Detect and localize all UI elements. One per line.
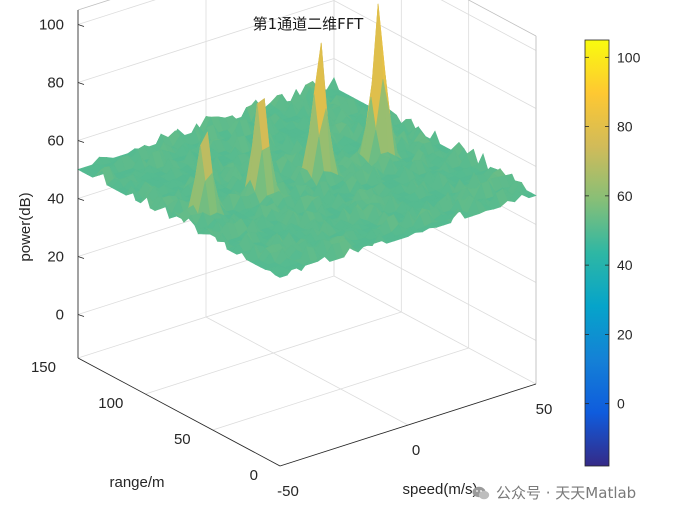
grid-line [333,232,537,341]
z-tick-label: 100 [39,17,64,34]
colorbar-tick-label: 20 [617,326,633,342]
grid-line [333,58,537,167]
colorbar-tick-label: 60 [617,188,633,204]
y-tick-label: 100 [98,395,123,412]
z-tick-label: 80 [47,75,64,92]
z-tick-label: 40 [47,191,64,208]
grid-line [333,275,537,385]
watermark: 公众号 · 天天Matlab [472,482,636,503]
z-tick-label: 20 [47,249,64,266]
y-tick-label: 0 [250,467,258,484]
x-tick-label: 0 [412,442,420,459]
y-axis-label: range/m [109,474,164,491]
grid-line [145,311,402,395]
y-tick-label: 150 [31,359,56,376]
colorbar: 0 20 40 60 80 100 [584,39,641,467]
axis-labels: power(dB) range/m speed(m/s) [17,192,478,498]
chart-title: 第1通道二维FFT [252,15,364,33]
colorbar-tick-label: 0 [617,396,625,412]
x-tick-label: -50 [277,483,299,500]
grid-line [77,0,156,25]
x-axis-label: speed(m/s) [402,481,477,498]
x-axis-line [279,383,537,467]
grid-line [77,275,335,359]
grid-line [440,0,537,51]
y-axis-line [77,357,281,467]
surface-mesh [77,3,537,278]
z-tick-mark [77,256,85,259]
z-tick-mark [77,140,85,143]
grid-line [333,0,537,109]
colorbar-tick-label: 80 [617,119,633,135]
surface-patch [274,272,288,278]
axes-box-front [77,10,537,467]
z-tick-label: 60 [47,133,64,150]
colorbar-tick-label: 40 [617,257,633,273]
wechat-icon [472,486,490,499]
y-tick-label: 50 [174,431,191,448]
grid-line [205,316,409,426]
z-tick-mark [77,82,85,85]
surface-patch [326,76,340,91]
z-tick-label: 0 [56,307,64,324]
colorbar-tick-label: 100 [617,49,641,65]
z-tick-mark [77,314,85,317]
z-tick-mark [77,24,85,27]
axis-ticks: 0 20 40 60 80 100 -50 0 50 0 50 100 150 [31,17,552,501]
z-tick-mark [77,198,85,201]
box-edge [467,0,537,37]
z-axis-label: power(dB) [17,192,34,261]
colorbar-fill [584,39,610,467]
x-tick-label: 50 [536,401,553,418]
grid-line [212,347,469,431]
watermark-text: 公众号 · 天天Matlab [496,484,637,502]
